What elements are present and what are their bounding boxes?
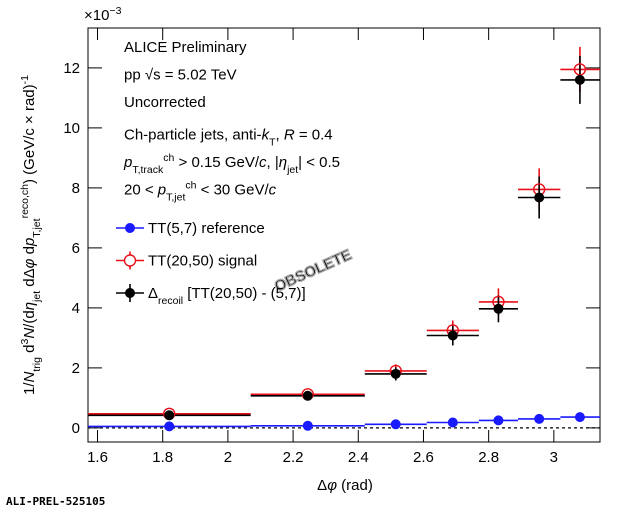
text-part: jet <box>31 291 43 303</box>
text-part: T,track <box>132 164 164 176</box>
text-part: T,jet <box>31 218 43 237</box>
annotation: Uncorrected <box>124 94 206 111</box>
text-part: Δ <box>317 477 327 494</box>
legend-marker <box>123 254 137 267</box>
point <box>493 303 504 314</box>
y-tick-label: 8 <box>72 180 80 197</box>
annotation: ALICE Preliminary <box>124 39 247 56</box>
legend-label: TT(20,50) signal <box>148 253 257 270</box>
text-part: recoil <box>158 295 183 307</box>
point <box>302 390 313 401</box>
x-axis-label: Δφ (rad) <box>317 477 373 494</box>
text-part: | < 0.5 <box>298 154 340 171</box>
text-part: φ <box>21 258 38 268</box>
y-tick-label: 0 <box>72 420 80 437</box>
point <box>447 417 458 428</box>
y-tick-label: 6 <box>72 240 80 257</box>
y-tick-label: 4 <box>72 300 80 317</box>
x-tick-label: 2.2 <box>283 449 304 466</box>
legend-label: TT(5,7) reference <box>148 220 265 237</box>
footer: ALI-PREL-525105 <box>6 495 105 508</box>
text-part: , <box>275 127 283 144</box>
point <box>164 421 175 432</box>
text-part: ×10 <box>84 7 109 24</box>
text-part: p <box>157 182 166 199</box>
annotation: pT,trackch > 0.15 GeV/c, |ηjet| < 0.5 <box>123 152 340 176</box>
text-part: η <box>21 302 38 310</box>
text-part: ch <box>185 180 196 192</box>
x-tick-label: 2.4 <box>348 449 369 466</box>
text-part: dΔ <box>21 268 38 291</box>
text-part: Uncorrected <box>124 94 206 111</box>
text-part: , | <box>267 154 279 171</box>
text-part: Ch-particle jets, anti- <box>124 127 262 144</box>
text-part: 3 <box>19 339 31 345</box>
text-part: p <box>21 238 38 247</box>
y-tick-label: 10 <box>63 120 80 137</box>
text-part: (rad) <box>337 477 373 494</box>
text-part: ) (GeV/c × rad) <box>21 84 38 184</box>
text-part: φ <box>327 477 337 494</box>
text-part: /(d <box>21 310 38 328</box>
text-part: c <box>259 154 267 171</box>
text-part: -1 <box>19 75 31 84</box>
point <box>534 413 545 424</box>
text-part: reco,ch <box>19 184 31 219</box>
x-tick-label: 2.8 <box>478 449 499 466</box>
point <box>302 420 313 431</box>
text-part: 1/ <box>21 382 38 395</box>
y-axis-label: 1/Ntrig d3N/(dηjet dΔφ dpT,jetreco,ch) (… <box>19 75 43 395</box>
text-part: TT(20,50) signal <box>148 253 257 270</box>
x-tick-label: 1.8 <box>152 449 173 466</box>
plot-frame <box>87 27 601 443</box>
text-part: N <box>21 371 38 382</box>
point <box>534 192 545 203</box>
text-part: c <box>269 182 277 199</box>
x-tick-label: 2.6 <box>413 449 434 466</box>
text-part: [TT(20,50) - (5,7)] <box>183 285 306 302</box>
text-part: η <box>279 154 287 171</box>
text-part: p <box>123 154 132 171</box>
text-part: Δ <box>148 285 158 302</box>
point <box>390 368 401 379</box>
x-tick-label: 1.6 <box>87 449 108 466</box>
text-part: TT(5,7) reference <box>148 220 265 237</box>
point <box>574 412 585 423</box>
legend-label: Δrecoil [TT(20,50) - (5,7)] <box>148 285 306 307</box>
text-part: R <box>284 127 295 144</box>
axis-multiplier: ×10−3 <box>84 5 122 24</box>
annotation: pp √s = 5.02 TeV <box>124 67 237 84</box>
text-part: 20 < <box>124 182 158 199</box>
text-part: trig <box>31 357 43 372</box>
point <box>493 415 504 426</box>
text-part: d <box>21 345 38 358</box>
text-part: pp √s = 5.02 TeV <box>124 67 237 84</box>
text-part: N <box>21 328 38 339</box>
legend-marker <box>124 288 135 299</box>
annotation: 20 < pT,jetch < 30 GeV/c <box>124 180 277 204</box>
text-part: k <box>262 127 271 144</box>
y-tick-label: 2 <box>72 360 80 377</box>
legend-marker <box>124 222 135 233</box>
x-tick-label: 3 <box>550 449 558 466</box>
point <box>574 74 585 85</box>
point <box>390 419 401 430</box>
point <box>447 330 458 341</box>
text-part: T,jet <box>166 192 185 204</box>
annotation: Ch-particle jets, anti-kT, R = 0.4 <box>124 127 333 149</box>
point <box>164 410 175 421</box>
text-part: jet <box>286 164 298 176</box>
text-part: = 0.4 <box>295 127 333 144</box>
text-part: ch <box>163 152 174 164</box>
text-part: −3 <box>109 5 121 17</box>
text-part: T <box>269 137 276 149</box>
text-part: > 0.15 GeV/ <box>174 154 259 171</box>
text-part: ALICE Preliminary <box>124 39 247 56</box>
x-tick-label: 2 <box>224 449 232 466</box>
y-tick-label: 12 <box>63 60 80 77</box>
text-part: < 30 GeV/ <box>196 182 269 199</box>
text-part: d <box>21 246 38 259</box>
